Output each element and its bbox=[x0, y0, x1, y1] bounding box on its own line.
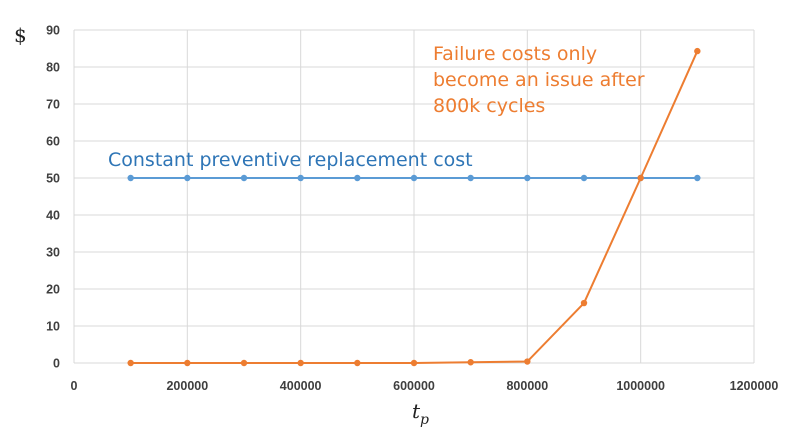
data-point-failure bbox=[354, 359, 361, 367]
y-tick-label: 90 bbox=[46, 24, 60, 38]
annotation-failure-line: 800k cycles bbox=[433, 95, 545, 117]
y-tick-label: 80 bbox=[46, 61, 60, 75]
data-point-failure bbox=[410, 359, 418, 367]
y-tick-label: 50 bbox=[46, 172, 60, 186]
x-axis-label: tp bbox=[412, 399, 429, 428]
annotation-failure-line: become an issue after bbox=[433, 69, 645, 91]
y-tick-label: 40 bbox=[46, 209, 60, 223]
data-point-failure bbox=[184, 359, 191, 367]
y-tick-label: 20 bbox=[46, 283, 60, 297]
x-tick-label: 1000000 bbox=[616, 379, 665, 393]
data-point-failure bbox=[694, 47, 701, 55]
annotation-preventive-line: Constant preventive replacement cost bbox=[108, 149, 473, 171]
y-tick-label: 10 bbox=[46, 320, 60, 334]
data-point-preventive bbox=[410, 174, 418, 182]
annotation-failure-line: Failure costs only bbox=[433, 43, 597, 65]
data-point-failure bbox=[580, 299, 588, 307]
x-tick-label: 600000 bbox=[393, 379, 435, 393]
y-tick-label: 70 bbox=[46, 98, 60, 112]
data-point-failure bbox=[524, 358, 531, 365]
series-preventive bbox=[127, 174, 701, 182]
data-point-failure bbox=[297, 359, 304, 367]
x-axis-label-subscript: p bbox=[420, 412, 429, 428]
grid-lines bbox=[73, 29, 755, 364]
data-point-failure bbox=[467, 359, 474, 366]
x-tick-label: 1200000 bbox=[730, 379, 779, 393]
x-tick-label: 0 bbox=[71, 379, 78, 393]
x-tick-label: 400000 bbox=[280, 379, 322, 393]
data-point-preventive bbox=[524, 174, 531, 182]
data-point-preventive bbox=[467, 174, 474, 182]
data-point-preventive bbox=[354, 174, 361, 182]
y-tick-label: 0 bbox=[53, 357, 60, 371]
series-layer bbox=[127, 47, 701, 367]
y-axis-label: $ bbox=[14, 23, 27, 47]
y-tick-label: 30 bbox=[46, 246, 60, 260]
data-point-preventive bbox=[127, 174, 134, 182]
y-tick-label: 60 bbox=[46, 135, 60, 149]
data-point-preventive bbox=[580, 174, 588, 182]
data-point-preventive bbox=[240, 174, 248, 182]
data-point-failure bbox=[637, 174, 644, 182]
data-point-failure bbox=[240, 359, 248, 367]
data-point-preventive bbox=[694, 174, 701, 182]
data-point-preventive bbox=[297, 174, 304, 182]
x-tick-labels: 0 200000 400000 600000 800000 1000000 1200000 bbox=[71, 379, 779, 393]
x-axis-label-main: t bbox=[412, 399, 421, 423]
series-failure bbox=[127, 47, 701, 367]
x-tick-label: 200000 bbox=[166, 379, 208, 393]
data-point-failure bbox=[127, 359, 134, 367]
y-tick-labels: 0 10 20 30 40 50 60 70 80 90 bbox=[46, 24, 60, 371]
x-tick-label: 800000 bbox=[506, 379, 548, 393]
annotations: Constant preventive replacement cost Fail… bbox=[108, 43, 645, 171]
data-point-preventive bbox=[184, 174, 191, 182]
